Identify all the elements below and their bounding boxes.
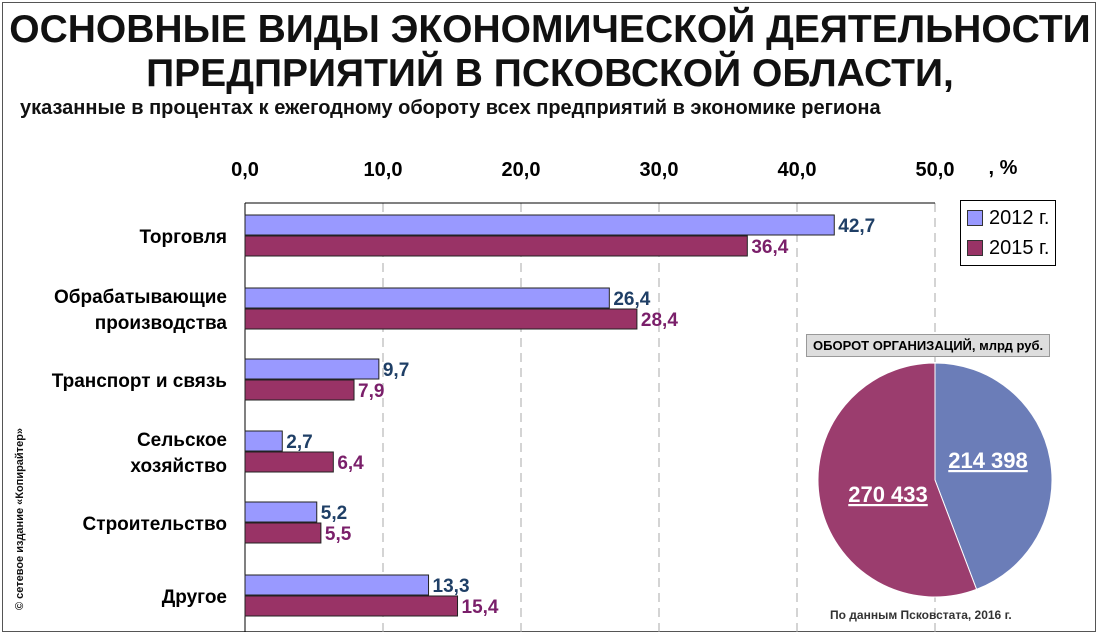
data-label: 26,4 (613, 289, 650, 310)
pie-label: 214 398 (948, 448, 1028, 473)
data-label: 42,7 (838, 216, 875, 237)
category-label: производства (95, 313, 228, 334)
legend-label: 2012 г. (989, 206, 1050, 229)
pie-label: 270 433 (848, 482, 928, 507)
tick-label: 40,0 (778, 159, 817, 181)
legend-item-2015: 2015 г. (967, 233, 1049, 263)
pie-title: ОБОРОТ ОРГАНИЗАЦИЙ, млрд руб. (806, 334, 1051, 357)
bar-2015 (244, 451, 334, 473)
data-label: 28,4 (641, 310, 678, 331)
category-label: Строительство (83, 514, 227, 535)
bar-2015 (244, 235, 748, 257)
data-label: 15,4 (462, 597, 499, 618)
title-line1: ОСНОВНЫЕ ВИДЫ ЭКОНОМИЧЕСКОЙ ДЕЯТЕЛЬНОСТИ (9, 8, 1091, 51)
bar-2015 (244, 522, 322, 544)
data-label: 36,4 (751, 237, 788, 258)
axis-unit: , % (989, 157, 1018, 179)
data-label: 5,2 (321, 503, 347, 524)
bar-2012 (244, 574, 430, 596)
bar-2015 (244, 379, 355, 401)
legend-item-2012: 2012 г. (967, 203, 1049, 233)
data-label: 6,4 (337, 453, 364, 474)
data-label: 5,5 (325, 524, 352, 545)
tick-label: 50,0 (916, 159, 955, 181)
data-label: 7,9 (358, 381, 384, 402)
data-label: 9,7 (383, 360, 409, 381)
tick-label: 10,0 (364, 159, 403, 181)
pie-slice (934, 362, 1053, 591)
tick-label: 0,0 (231, 159, 259, 181)
category-label: Другое (162, 587, 227, 608)
source-note: По данным Псковстата, 2016 г. (830, 608, 1012, 622)
legend-swatch (967, 240, 983, 256)
data-label: 2,7 (286, 432, 312, 453)
legend-label: 2015 г. (989, 236, 1050, 259)
data-label: 13,3 (433, 576, 470, 597)
bar-2015 (244, 595, 459, 617)
copyright: © сетевое издание «Копирайтер» (14, 427, 26, 611)
category-label: Торговля (140, 227, 227, 248)
pie-slice (817, 362, 978, 598)
title-line2: ПРЕДПРИЯТИЙ В ПСКОВСКОЙ ОБЛАСТИ, (146, 52, 954, 95)
legend-swatch (967, 210, 983, 226)
tick-label: 30,0 (640, 159, 679, 181)
legend: 2012 г. 2015 г. (960, 200, 1057, 266)
bar-2012 (244, 430, 283, 452)
bar-2015 (244, 308, 638, 330)
bar-2012 (244, 214, 835, 236)
bar-2012 (244, 287, 610, 309)
bar-2012 (244, 501, 318, 523)
category-label: Сельское (137, 430, 227, 451)
bar-2012 (244, 358, 380, 380)
category-label: Обрабатывающие (54, 287, 227, 308)
tick-label: 20,0 (502, 159, 541, 181)
category-label: хозяйство (130, 456, 227, 477)
subtitle: указанные в процентах к ежегодному оборо… (20, 97, 881, 119)
category-label: Транспорт и связь (52, 371, 227, 392)
